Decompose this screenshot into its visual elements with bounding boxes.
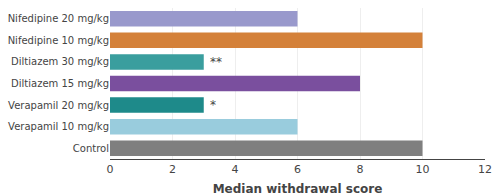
svg-text:Verapamil 20 mg/kg: Verapamil 20 mg/kg bbox=[8, 100, 109, 111]
svg-text:6: 6 bbox=[294, 163, 301, 176]
svg-text:Diltiazem 30 mg/kg: Diltiazem 30 mg/kg bbox=[11, 56, 109, 67]
svg-text:8: 8 bbox=[357, 163, 364, 176]
svg-text:Control: Control bbox=[73, 143, 109, 154]
svg-text:4: 4 bbox=[232, 163, 239, 176]
svg-text:Nifedipine 10 mg/kg: Nifedipine 10 mg/kg bbox=[8, 35, 109, 46]
svg-text:10: 10 bbox=[416, 163, 430, 176]
svg-text:0: 0 bbox=[107, 163, 114, 176]
svg-text:Nifedipine 20 mg/kg: Nifedipine 20 mg/kg bbox=[8, 13, 109, 24]
svg-text:12: 12 bbox=[478, 163, 492, 176]
svg-text:2: 2 bbox=[169, 163, 176, 176]
svg-text:Diltiazem 15 mg/kg: Diltiazem 15 mg/kg bbox=[11, 78, 109, 89]
svg-text:Verapamil 10 mg/kg: Verapamil 10 mg/kg bbox=[8, 121, 109, 132]
svg-text:Median withdrawal score: Median withdrawal score bbox=[213, 182, 383, 196]
svg-text:*: * bbox=[210, 98, 216, 112]
svg-text:**: ** bbox=[210, 55, 222, 69]
